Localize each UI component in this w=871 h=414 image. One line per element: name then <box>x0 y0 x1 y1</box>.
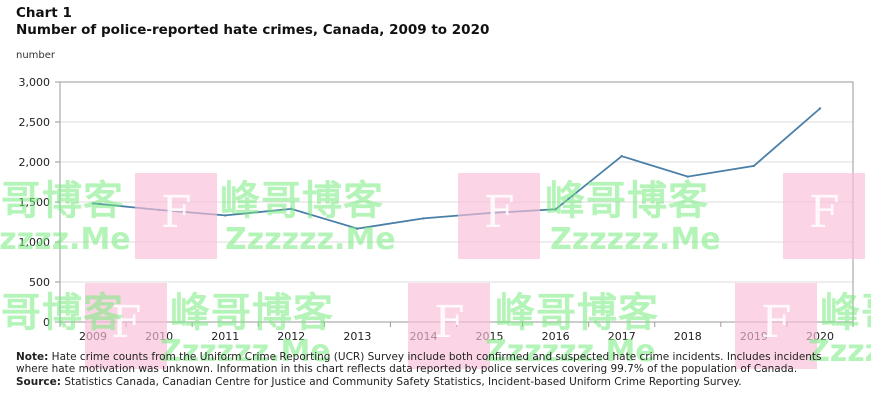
watermark-en-text: Zzzzzz.Me <box>160 334 331 369</box>
watermark-box <box>85 283 167 369</box>
watermark-en-text: Zzzzzz.Me <box>550 222 721 257</box>
data-point <box>752 164 756 168</box>
watermark-en-text: Zzzzzz.Me <box>808 334 871 369</box>
y-tick-label: 2,500 <box>19 116 51 129</box>
data-point <box>686 175 689 178</box>
footnotes: Note: Hate crime counts from the Uniform… <box>16 351 856 388</box>
source-text: Statistics Canada, Canadian Centre for J… <box>60 375 742 388</box>
y-axis-unit: number <box>16 50 56 61</box>
watermark-box <box>783 173 865 259</box>
watermark-cn-text: 峰哥博客 <box>0 178 124 224</box>
watermark-letter: F <box>111 297 142 348</box>
data-point <box>356 227 359 230</box>
watermark-letter: F <box>434 297 465 348</box>
watermark-cn-text: 峰哥博客 <box>170 290 334 336</box>
watermark-cn-text: 峰哥博客 <box>545 178 709 224</box>
y-tick-label: 500 <box>29 276 50 289</box>
y-axis-ticks: 0 500 1,000 1,500 2,000 2,500 3,000 <box>19 76 60 329</box>
chart-title: Number of police-reported hate crimes, C… <box>16 22 490 38</box>
watermark-en-text: Zzzzzz.Me <box>225 222 396 257</box>
y-tick-label: 2,000 <box>19 156 51 169</box>
x-tick-label: 2017 <box>608 330 636 343</box>
x-tick-label: 2018 <box>674 330 702 343</box>
source-line: Source: Statistics Canada, Canadian Cent… <box>16 376 856 388</box>
watermark-letter: F <box>761 297 792 348</box>
y-tick-label: 0 <box>43 316 50 329</box>
y-tick-label: 1,500 <box>19 196 51 209</box>
x-tick-label: 2012 <box>277 330 305 343</box>
note-line: Note: Hate crime counts from the Uniform… <box>16 351 856 376</box>
data-point <box>422 217 425 220</box>
watermark-cn-text: 峰哥博客 <box>820 290 871 336</box>
watermark-cn-text: 峰哥博客 <box>495 290 659 336</box>
note-label: Note: <box>16 351 49 363</box>
watermark-box <box>408 283 490 369</box>
watermark-letter: F <box>484 187 515 238</box>
x-tick-label: 2013 <box>343 330 371 343</box>
y-tick-label: 1,000 <box>19 236 51 249</box>
watermark-en-text: Zzzzzz.Me <box>485 334 656 369</box>
watermark-letter: F <box>161 187 192 238</box>
data-point <box>620 154 623 158</box>
data-point <box>91 202 95 205</box>
data-point <box>224 214 227 217</box>
data-point <box>290 207 293 211</box>
watermark-en-text: Zzzzzz.Me <box>0 222 131 257</box>
x-tick-label: 2011 <box>211 330 239 343</box>
data-point <box>818 107 822 110</box>
data-point <box>554 208 557 211</box>
watermark-box <box>735 283 817 369</box>
source-label: Source: <box>16 375 61 388</box>
watermark-cn-text: 峰哥博客 <box>220 178 384 224</box>
chart-number: Chart 1 <box>16 5 72 21</box>
watermark-letter: F <box>809 187 840 238</box>
watermark-cn-text: 峰哥博客 <box>0 290 124 336</box>
note-text: Hate crime counts from the Uniform Crime… <box>16 351 822 376</box>
watermark-box <box>458 173 540 259</box>
y-tick-label: 3,000 <box>19 76 51 89</box>
watermark-box <box>135 173 217 259</box>
x-tick-label: 2016 <box>542 330 570 343</box>
